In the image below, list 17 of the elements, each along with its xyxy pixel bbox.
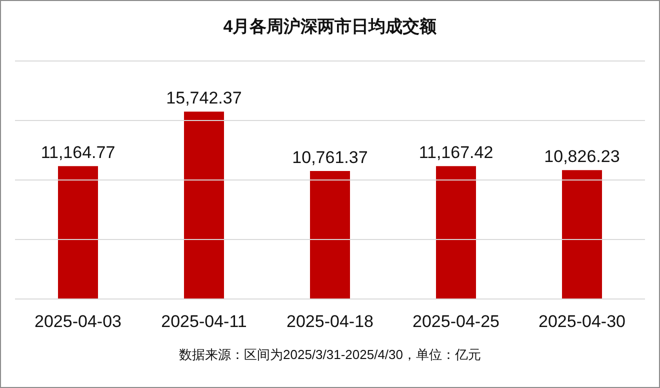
data-label: 11,167.42 xyxy=(418,143,494,162)
chart-title: 4月各周沪深两市日均成交额 xyxy=(222,16,438,38)
bar xyxy=(562,170,602,299)
data-label: 11,164.77 xyxy=(40,143,116,162)
x-tick-label: 2025-04-30 xyxy=(538,312,626,332)
x-tick-label: 2025-04-18 xyxy=(286,312,374,332)
x-tick-label: 2025-04-25 xyxy=(412,312,500,332)
bar xyxy=(58,166,98,299)
x-tick-label: 2025-04-03 xyxy=(34,312,122,332)
data-label: 10,826.23 xyxy=(544,147,620,166)
bar xyxy=(310,170,350,299)
x-tick-label: 2025-04-11 xyxy=(161,312,247,332)
bar xyxy=(436,166,476,299)
source-note: 数据来源：区间为2025/3/31-2025/4/30，单位：亿元 xyxy=(178,346,482,364)
bar xyxy=(184,112,224,299)
data-label: 15,742.37 xyxy=(166,88,242,108)
data-label: 10,761.37 xyxy=(292,148,368,167)
